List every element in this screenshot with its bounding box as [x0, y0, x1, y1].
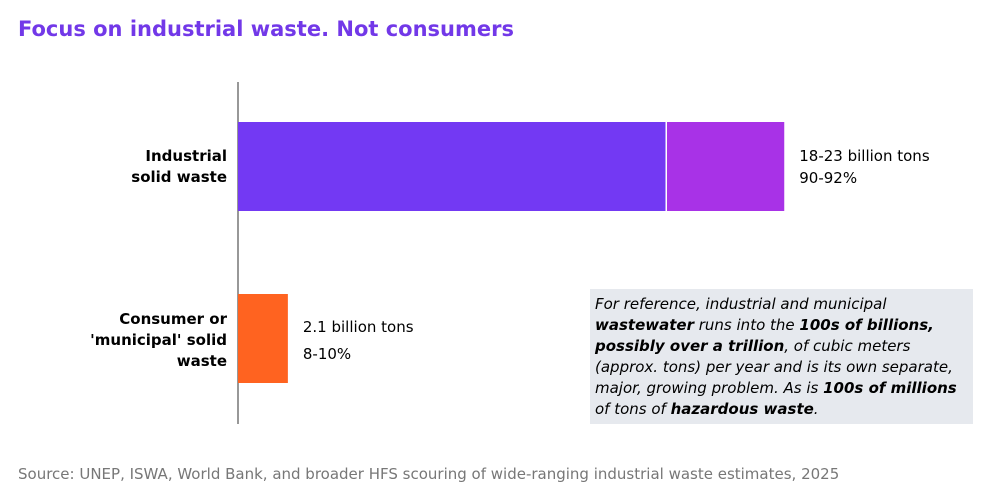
category-label-line: waste	[176, 352, 227, 370]
value-label-share: 90-92%	[799, 169, 858, 187]
bar-industrial-low	[238, 122, 666, 211]
category-label-line: solid waste	[131, 168, 227, 186]
value-label-share: 8-10%	[302, 345, 352, 363]
note-text: For reference, industrial and municipal	[595, 295, 887, 313]
category-label-line: Industrial	[145, 147, 227, 165]
note-emphasis: 100s of billions, possibly over a trilli…	[595, 316, 934, 355]
bar-industrial-range	[667, 122, 785, 211]
bar-consumer	[238, 294, 288, 383]
note-emphasis: 100s of millions	[823, 379, 957, 397]
note-emphasis: hazardous waste	[670, 400, 814, 418]
note-emphasis: wastewater	[595, 316, 694, 334]
note-text: of tons of	[595, 400, 671, 418]
note-text: runs into the	[693, 316, 800, 334]
value-label-industrial: 18-23 billion tons 90-92%	[799, 145, 929, 189]
value-label-amount: 18-23 billion tons	[799, 147, 930, 165]
category-label-industrial: Industrial solid waste	[12, 146, 227, 188]
category-label-line: 'municipal' solid	[90, 331, 227, 349]
chart-title: Focus on industrial waste. Not consumers	[18, 17, 514, 41]
reference-note: For reference, industrial and municipal …	[590, 289, 973, 424]
value-label-amount: 2.1 billion tons	[302, 318, 414, 336]
category-label-consumer: Consumer or 'municipal' solid waste	[12, 309, 227, 372]
source-note: Source: UNEP, ISWA, World Bank, and broa…	[18, 465, 840, 483]
note-text: .	[813, 400, 819, 418]
value-label-consumer: 2.1 billion tons 8-10%	[303, 314, 414, 368]
note-text: , of cubic meters (approx. tons) per yea…	[595, 337, 953, 397]
category-label-line: Consumer or	[119, 310, 227, 328]
